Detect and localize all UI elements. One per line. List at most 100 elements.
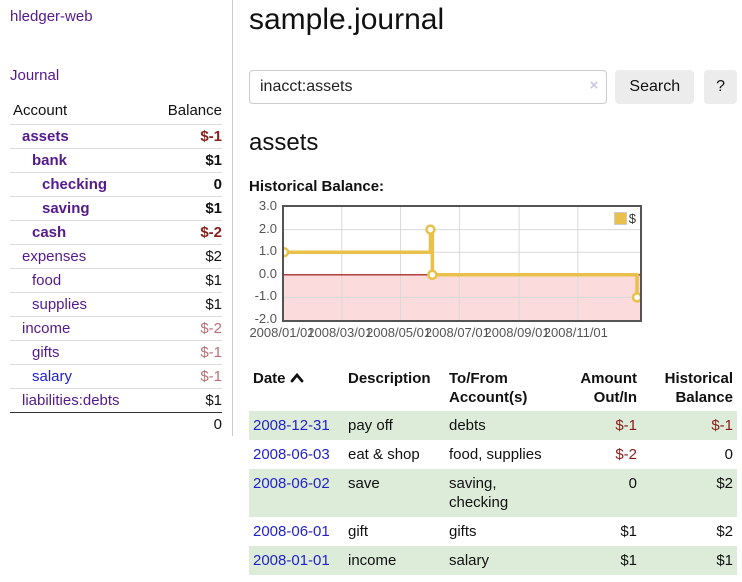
date-column-header[interactable]: Date bbox=[249, 365, 344, 411]
balance-column-header: Balance bbox=[167, 102, 222, 119]
search-input[interactable] bbox=[249, 70, 608, 104]
account-link[interactable]: bank bbox=[32, 152, 68, 169]
transaction-date-link[interactable]: 2008-06-01 bbox=[253, 523, 330, 540]
x-tick-label: 2008/09/01 bbox=[484, 325, 550, 340]
amount-cell: $1 bbox=[620, 523, 637, 540]
account-name-cell: assets bbox=[10, 124, 150, 149]
account-name-cell: cash bbox=[10, 220, 150, 245]
account-row: liabilities:debts $1 bbox=[10, 388, 222, 413]
sidebar-item-journal[interactable]: Journal bbox=[10, 67, 60, 84]
accounts-cell: gifts bbox=[449, 523, 477, 540]
transaction-date-link[interactable]: 2008-01-01 bbox=[253, 552, 330, 569]
balance-cell: 0 bbox=[724, 446, 733, 463]
account-name-cell: liabilities:debts bbox=[10, 388, 150, 413]
transaction-date-link[interactable]: 2008-12-31 bbox=[253, 417, 330, 434]
balance-cell: $2 bbox=[716, 475, 733, 492]
description-cell: income bbox=[348, 552, 397, 569]
account-balance: 0 bbox=[149, 172, 222, 197]
amount-cell: 0 bbox=[628, 475, 637, 492]
balance-cell: $-1 bbox=[711, 417, 733, 434]
accounts-cell: salary bbox=[449, 552, 490, 569]
y-tick-label: -2.0 bbox=[254, 311, 277, 326]
account-column-header: Account bbox=[13, 102, 68, 119]
account-link[interactable]: cash bbox=[32, 224, 67, 241]
balance-cell: $1 bbox=[716, 552, 733, 569]
x-tick-label: 2008/11/01 bbox=[543, 325, 608, 340]
account-row: food $1 bbox=[10, 268, 222, 293]
y-tick-label: 0.0 bbox=[258, 265, 277, 281]
transaction-date-link[interactable]: 2008-06-02 bbox=[253, 475, 330, 492]
account-link[interactable]: expenses bbox=[22, 248, 87, 265]
register-table: Date Description To/From Account(s) Amou… bbox=[249, 365, 737, 575]
account-balance: $1 bbox=[149, 292, 222, 317]
account-link[interactable]: salary bbox=[32, 368, 73, 385]
register-row: 2008-12-31 pay off debts $-1 $-1 bbox=[249, 411, 737, 440]
date-cell: 2008-12-31 bbox=[249, 411, 344, 440]
account-link[interactable]: saving bbox=[42, 200, 90, 217]
chart-legend: $ bbox=[612, 211, 637, 226]
y-tick-label: 2.0 bbox=[258, 220, 277, 236]
x-tick-label: 2008/01/01 bbox=[249, 325, 315, 340]
account-balance: $1 bbox=[149, 268, 222, 293]
date-cell: 2008-06-02 bbox=[249, 469, 344, 517]
account-link[interactable]: income bbox=[22, 320, 71, 337]
amount-cell: $-1 bbox=[615, 417, 637, 434]
account-balance: $2 bbox=[149, 244, 222, 269]
transaction-date-link[interactable]: 2008-06-03 bbox=[253, 446, 330, 463]
account-balance: $-2 bbox=[149, 220, 222, 245]
x-tick-label: 2008/07/01 bbox=[424, 325, 490, 340]
sort-asc-icon bbox=[290, 372, 303, 383]
clear-search-icon[interactable]: × bbox=[589, 77, 599, 94]
accounts-cell: saving, checking bbox=[449, 475, 509, 511]
amount-cell: $1 bbox=[620, 552, 637, 569]
account-row: saving $1 bbox=[10, 196, 222, 221]
search-form: × Search ? bbox=[249, 70, 737, 104]
legend-swatch-icon bbox=[613, 212, 627, 225]
account-tree-table: Account Balance assets $-1 bank $1 checking 0… bbox=[10, 100, 222, 436]
account-link[interactable]: food bbox=[32, 272, 62, 289]
account-balance: $-1 bbox=[149, 364, 222, 389]
balance-chart: 3.0 2.0 1.0 0.0 -1.0 -2.0 $ 2008/01/01 2008/03… bbox=[249, 199, 737, 341]
account-row: checking 0 bbox=[10, 172, 222, 197]
search-field-wrap: × bbox=[249, 70, 608, 104]
account-link[interactable]: gifts bbox=[32, 344, 60, 361]
chart-plot-area[interactable]: $ bbox=[282, 205, 642, 322]
y-tick-label: 3.0 bbox=[258, 198, 277, 213]
description-cell: eat & shop bbox=[348, 446, 420, 463]
register-header-row: Date Description To/From Account(s) Amou… bbox=[249, 365, 737, 411]
register-row: 2008-06-03 eat & shop food, supplies $-2 0 bbox=[249, 440, 737, 469]
account-name-cell: saving bbox=[10, 196, 150, 221]
total-spacer bbox=[10, 412, 150, 436]
brand-link[interactable]: hledger-web bbox=[10, 8, 93, 25]
date-cell: 2008-01-01 bbox=[249, 546, 344, 575]
sidebar-total-balance: 0 bbox=[149, 412, 222, 436]
main-content: sample.journal × Search ? assets Histori… bbox=[233, 0, 742, 575]
accounts-column-header: To/From Account(s) bbox=[449, 370, 528, 406]
account-balance: $-1 bbox=[149, 340, 222, 365]
account-name-cell: supplies bbox=[10, 292, 150, 317]
help-button[interactable]: ? bbox=[704, 70, 737, 104]
description-cell: gift bbox=[348, 523, 369, 540]
description-cell: save bbox=[348, 475, 380, 492]
account-name-cell: gifts bbox=[10, 340, 150, 365]
balance-column-header-main: Historical Balance bbox=[664, 370, 733, 406]
account-row: salary $-1 bbox=[10, 364, 222, 389]
date-header-label: Date bbox=[253, 370, 286, 387]
description-cell: pay off bbox=[348, 417, 393, 434]
account-row: income $-2 bbox=[10, 316, 222, 341]
account-link[interactable]: liabilities:debts bbox=[22, 392, 120, 409]
account-link[interactable]: supplies bbox=[32, 296, 88, 313]
account-name-cell: checking bbox=[10, 172, 150, 197]
account-link[interactable]: checking bbox=[42, 176, 108, 193]
description-column-header: Description bbox=[348, 370, 431, 387]
account-row: cash $-2 bbox=[10, 220, 222, 245]
search-button[interactable]: Search bbox=[615, 70, 695, 104]
page-title: sample.journal bbox=[249, 3, 445, 36]
account-link[interactable]: assets bbox=[22, 128, 69, 145]
account-balance: $1 bbox=[149, 388, 222, 413]
account-balance: $-1 bbox=[149, 124, 222, 149]
register-row: 2008-01-01 income salary $1 $1 bbox=[249, 546, 737, 575]
chart-title: Historical Balance: bbox=[249, 178, 385, 195]
date-cell: 2008-06-03 bbox=[249, 440, 344, 469]
y-tick-label: -1.0 bbox=[254, 288, 277, 304]
